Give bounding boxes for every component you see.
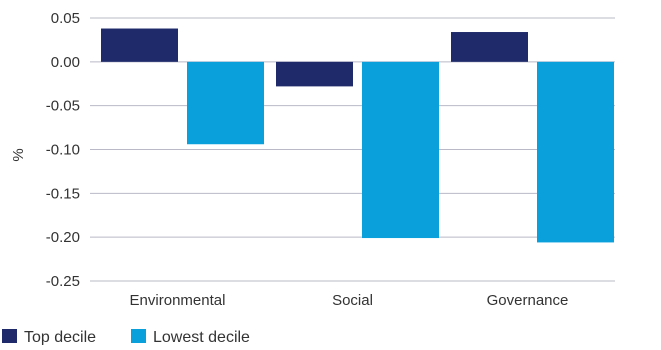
legend-swatch xyxy=(2,329,17,343)
legend-swatch xyxy=(131,329,146,343)
bar-lowest-decile-social xyxy=(362,61,439,239)
bars xyxy=(101,28,614,243)
y-tick-label: -0.05 xyxy=(46,98,80,115)
x-tick-label: Environmental xyxy=(130,292,226,309)
bar-lowest-decile-environmental xyxy=(187,61,264,145)
y-tick-label: 0.05 xyxy=(51,10,80,27)
y-tick-label: -0.20 xyxy=(46,229,80,246)
bar-top-decile-governance xyxy=(451,32,528,62)
y-axis-label: % xyxy=(10,148,27,161)
bar-lowest-decile-governance xyxy=(537,61,614,243)
x-tick-label: Governance xyxy=(487,292,569,309)
legend-label: Top decile xyxy=(24,329,96,345)
bar-top-decile-social xyxy=(276,61,353,87)
y-tick-label: -0.10 xyxy=(46,142,80,159)
y-tick-label: 0.00 xyxy=(51,54,80,71)
bar-top-decile-environmental xyxy=(101,28,178,62)
x-axis-ticks: Environmental Social Governance xyxy=(130,292,569,309)
y-tick-label: -0.25 xyxy=(46,273,80,290)
legend-label: Lowest decile xyxy=(153,329,250,345)
y-tick-label: -0.15 xyxy=(46,185,80,202)
x-tick-label: Social xyxy=(332,292,373,309)
y-axis-ticks: 0.05 0.00 -0.05 -0.10 -0.15 -0.20 -0.25 xyxy=(46,10,80,290)
legend: Top decile Lowest decile xyxy=(2,329,250,346)
